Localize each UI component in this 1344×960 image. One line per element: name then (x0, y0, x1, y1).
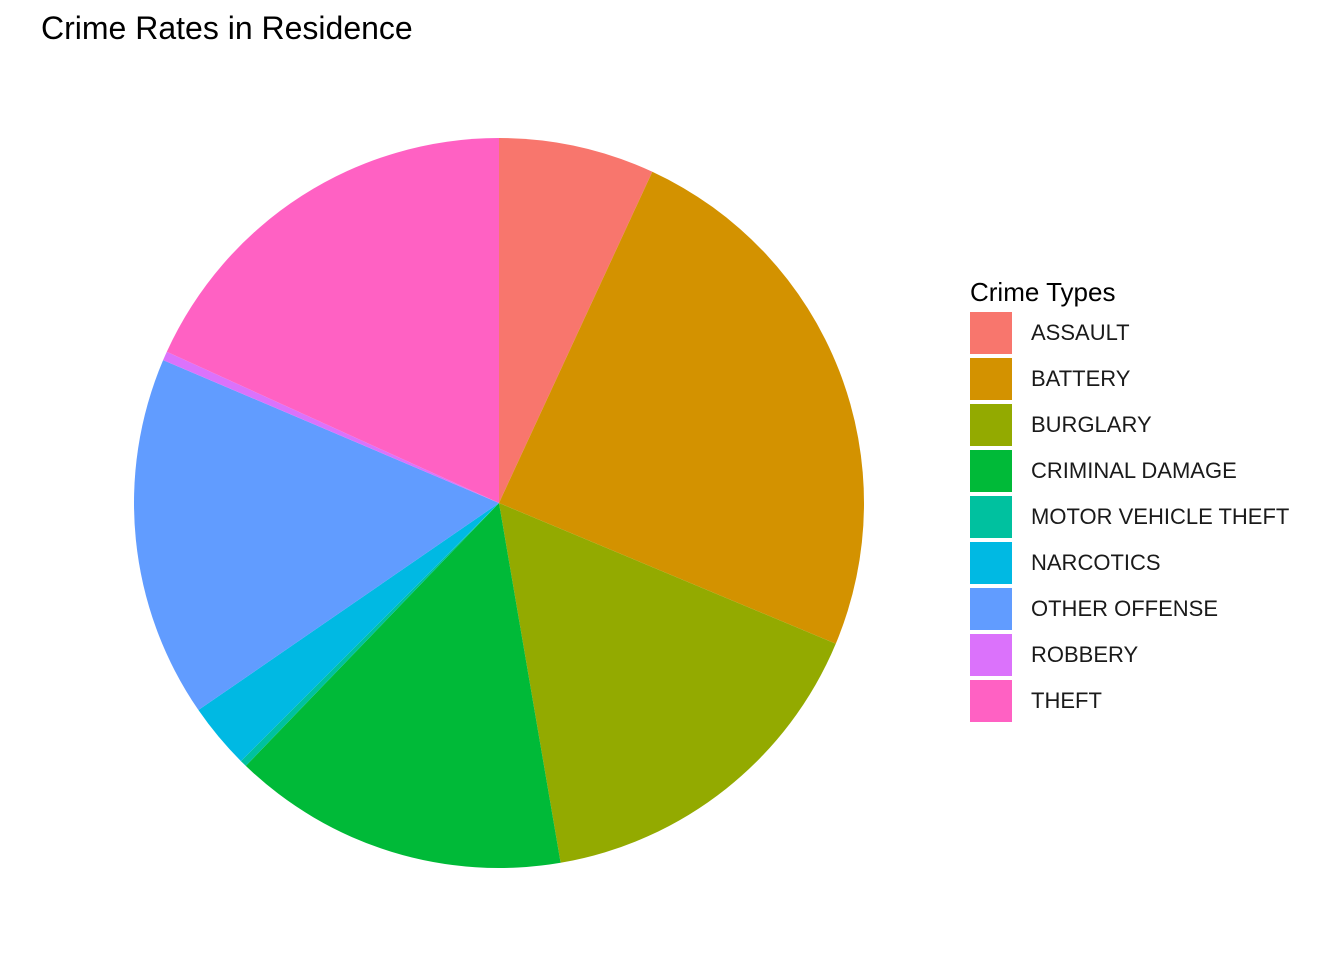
pie-slice-battery (499, 171, 865, 644)
legend-key-swatch (970, 450, 1012, 492)
legend: Crime Types ASSAULT BATTERY BURGLARY CRIMIN… (970, 274, 1289, 724)
legend-item: ROBBERY (970, 632, 1289, 678)
legend-key-swatch (970, 680, 1012, 722)
legend-key-swatch (970, 404, 1012, 446)
legend-label: BATTERY (1031, 366, 1131, 391)
legend-key-swatch (970, 312, 1012, 354)
pie-slice-narcotics (198, 503, 499, 762)
legend-key-swatch (970, 496, 1012, 538)
legend-item: BATTERY (970, 356, 1289, 402)
legend-title: Crime Types (970, 277, 1116, 307)
pie-slice-burglary (499, 503, 836, 863)
legend-label: THEFT (1031, 688, 1102, 713)
legend-item: CRIMINAL DAMAGE (970, 448, 1289, 494)
legend-label: ASSAULT (1031, 320, 1130, 345)
legend-label: CRIMINAL DAMAGE (1031, 458, 1237, 483)
legend-key-swatch (970, 542, 1012, 584)
pie-chart (134, 138, 865, 868)
chart-title: Crime Rates in Residence (41, 10, 413, 46)
legend-item: NARCOTICS (970, 540, 1289, 586)
legend-key-swatch (970, 588, 1012, 630)
legend-items: ASSAULT BATTERY BURGLARY CRIMINAL DAMAGE MOT… (970, 310, 1289, 724)
legend-item: THEFT (970, 678, 1289, 724)
pie-slices (134, 138, 865, 868)
legend-item: MOTOR VEHICLE THEFT (970, 494, 1289, 540)
legend-label: MOTOR VEHICLE THEFT (1031, 504, 1290, 529)
legend-label: NARCOTICS (1031, 550, 1161, 575)
pie-slice-robbery (163, 351, 499, 503)
legend-key-swatch (970, 634, 1012, 676)
pie-slice-theft (166, 138, 499, 503)
legend-item: ASSAULT (970, 310, 1289, 356)
legend-label: BURGLARY (1031, 412, 1152, 437)
pie-slice-motor-vehicle-theft (240, 503, 499, 766)
legend-label: OTHER OFFENSE (1031, 596, 1219, 621)
pie-slice-other-offense (134, 360, 499, 711)
legend-item: OTHER OFFENSE (970, 586, 1289, 632)
legend-item: BURGLARY (970, 402, 1289, 448)
pie-slice-assault (499, 138, 653, 503)
legend-label: ROBBERY (1031, 642, 1139, 667)
pie-slice-criminal-damage (245, 503, 561, 868)
legend-key-swatch (970, 358, 1012, 400)
